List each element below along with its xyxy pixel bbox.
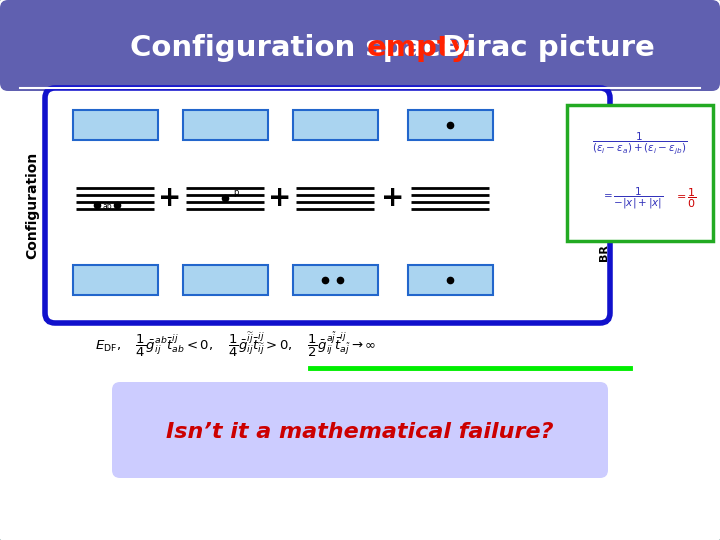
Text: $E_{\mathrm{DF}},\quad\dfrac{1}{4}\bar{g}^{ab}_{ij}\bar{t}^{ij}_{ab}<0,\quad\dfr: $E_{\mathrm{DF}},\quad\dfrac{1}{4}\bar{g…: [95, 330, 377, 360]
FancyBboxPatch shape: [408, 110, 492, 140]
FancyBboxPatch shape: [73, 265, 158, 295]
Text: Configuration: Configuration: [25, 151, 39, 259]
FancyBboxPatch shape: [292, 110, 377, 140]
FancyBboxPatch shape: [292, 265, 377, 295]
Text: Dirac picture: Dirac picture: [432, 34, 654, 62]
Text: +: +: [158, 184, 181, 212]
Text: $=\dfrac{1}{0}$: $=\dfrac{1}{0}$: [674, 186, 696, 210]
FancyBboxPatch shape: [408, 265, 492, 295]
FancyBboxPatch shape: [112, 382, 608, 478]
Text: p: p: [233, 188, 238, 197]
FancyBboxPatch shape: [45, 88, 610, 323]
Text: ab: ab: [102, 202, 112, 211]
Text: $\dfrac{1}{(\varepsilon_i-\varepsilon_a)+(\varepsilon_i-\varepsilon_{jb})}$: $\dfrac{1}{(\varepsilon_i-\varepsilon_a)…: [593, 130, 688, 156]
Text: Configuration space:: Configuration space:: [130, 34, 482, 62]
Text: Isn’t it a mathematical failure?: Isn’t it a mathematical failure?: [166, 422, 554, 442]
Text: BR disease (1951): BR disease (1951): [600, 148, 610, 261]
FancyBboxPatch shape: [182, 265, 268, 295]
FancyBboxPatch shape: [73, 110, 158, 140]
FancyBboxPatch shape: [567, 105, 713, 241]
FancyBboxPatch shape: [0, 0, 720, 91]
Text: +: +: [269, 184, 292, 212]
Text: $=\dfrac{1}{-|x|+|x|}$: $=\dfrac{1}{-|x|+|x|}$: [600, 185, 663, 211]
FancyBboxPatch shape: [182, 110, 268, 140]
Text: +: +: [381, 184, 404, 212]
Text: empty: empty: [367, 34, 471, 62]
